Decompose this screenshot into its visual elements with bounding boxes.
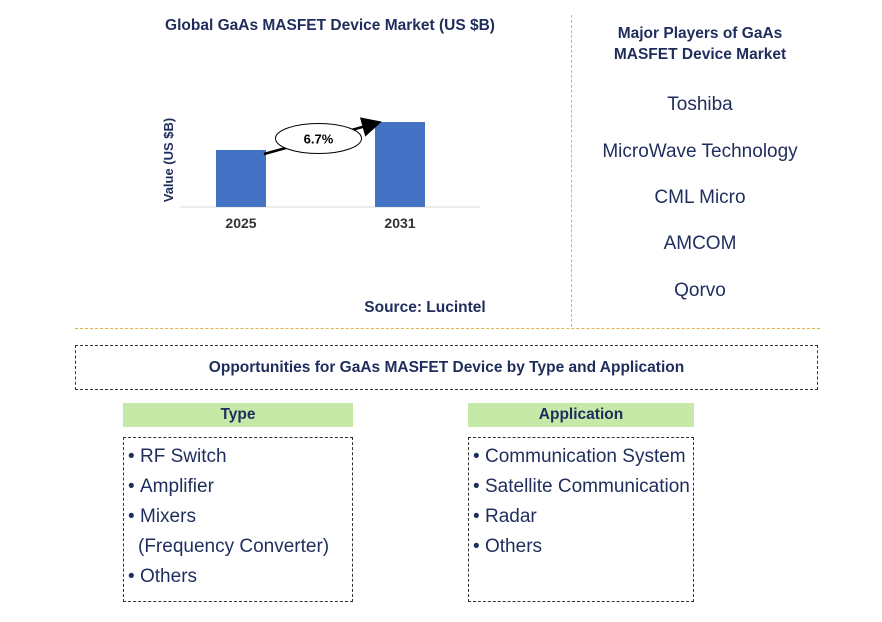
cagr-label: 6.7% [304,132,334,147]
player-item: MicroWave Technology [602,141,798,162]
cagr-ellipse [275,123,362,154]
list-item: • Others [473,536,543,557]
bar-2025 [216,150,266,207]
list-item: • RF Switch [128,446,227,467]
x-tick-label: 2031 [384,215,415,231]
list-item: • Amplifier [128,476,214,497]
source-note: Source: Lucintel [364,299,486,316]
vertical-divider [571,15,572,327]
bar-2031 [375,122,425,207]
x-tick-label: 2025 [225,215,256,231]
players-title: Major Players of GaAs MASFET Device Mark… [590,23,810,65]
application-list: • Communication System • Satellite Communi… [468,437,694,602]
player-item: CML Micro [654,187,746,208]
list-item: • Satellite Communication [473,476,690,497]
chart-title: Global GaAs MASFET Device Market (US $B) [165,17,495,34]
player-item: Toshiba [667,94,733,115]
player-item: Qorvo [674,280,726,301]
type-list: • RF Switch • Amplifier • Mixers (Frequency… [123,437,353,602]
application-header: Application [468,403,694,427]
list-item: • Mixers [128,506,196,527]
list-item: (Frequency Converter) [138,536,330,557]
list-item: • Others [128,566,198,587]
bar-chart: Value (US $B) 6.7% 2025 2031 [161,117,480,231]
list-item: • Communication System [473,446,686,467]
horizontal-divider [75,328,820,329]
list-item: • Radar [473,506,537,527]
y-axis-label: Value (US $B) [161,118,176,203]
player-item: AMCOM [663,233,737,254]
players-title-line1: Major Players of GaAs [617,25,783,42]
opportunities-title: Opportunities for GaAs MASFET Device by … [75,345,818,390]
type-header: Type [123,403,353,427]
players-title-line2: MASFET Device Market [613,46,787,63]
